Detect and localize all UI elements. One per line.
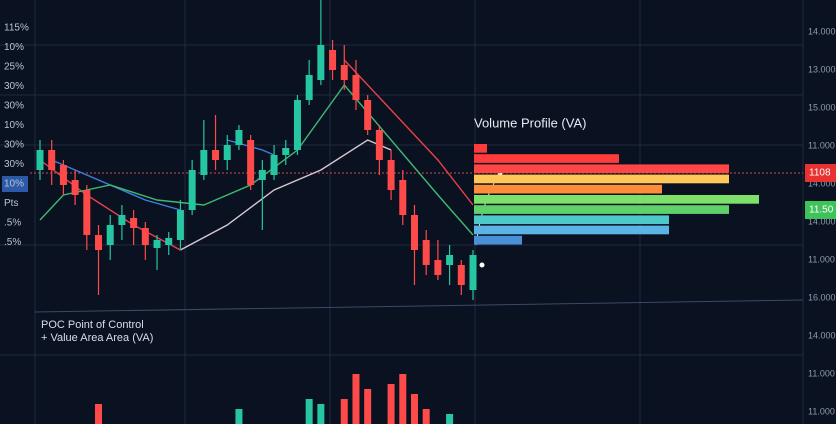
candle-body xyxy=(352,75,360,100)
moving-average xyxy=(180,139,392,251)
volume-bar xyxy=(95,404,103,424)
y-axis-label: 16.000 xyxy=(808,292,836,302)
y-axis-label: 115% xyxy=(4,23,29,34)
candle-body xyxy=(71,180,79,195)
price-tag xyxy=(805,201,836,219)
candle-body xyxy=(340,65,348,80)
candle-body xyxy=(130,218,138,228)
candle-body xyxy=(36,150,44,170)
candle-body xyxy=(48,150,56,170)
y-axis-label: 10% xyxy=(4,120,24,131)
y-axis-label: 11.000 xyxy=(808,368,835,378)
candle-body xyxy=(364,100,372,130)
volume-bar xyxy=(305,399,313,424)
y-axis-label: 13.000 xyxy=(808,64,836,74)
price-tag-label: 11.50 xyxy=(809,205,834,216)
candle-body xyxy=(457,265,465,285)
y-axis-label: 11.000 xyxy=(808,254,835,264)
profile-bar xyxy=(474,154,619,163)
y-axis-label: 14.000 xyxy=(808,178,836,188)
volume-bar xyxy=(422,409,430,424)
y-axis-label: 30% xyxy=(4,159,24,170)
candle-body xyxy=(188,170,196,210)
volume-bar xyxy=(387,384,395,424)
profile-bar xyxy=(474,144,487,153)
candle-body xyxy=(141,228,149,245)
y-axis-label: 25% xyxy=(4,62,24,73)
candle-body xyxy=(282,148,290,155)
label-box xyxy=(2,176,28,192)
y-axis-label: 14.000 xyxy=(808,216,836,226)
candle-body xyxy=(212,150,220,160)
candle-body xyxy=(422,240,430,265)
pane-divider xyxy=(34,299,804,313)
volume-bar xyxy=(235,409,243,424)
y-axis-label: 30% xyxy=(4,101,24,112)
candle-body xyxy=(329,50,337,70)
profile-bar xyxy=(474,184,662,194)
candle-body xyxy=(118,215,126,225)
candle-body xyxy=(434,260,442,275)
candle-body xyxy=(258,170,266,180)
candle-body xyxy=(59,165,67,185)
y-axis-label: 11.000 xyxy=(808,406,835,416)
price-tag xyxy=(805,164,836,182)
candle-body xyxy=(446,255,454,265)
profile-bar xyxy=(474,235,522,245)
y-axis-label: Pts xyxy=(4,198,18,209)
candle-body xyxy=(223,145,231,160)
candle-body xyxy=(106,225,114,245)
legend-item: POC Point of Control xyxy=(41,319,144,331)
profile-bar xyxy=(474,205,729,214)
candle-body xyxy=(375,130,383,160)
candle-body xyxy=(247,140,255,185)
volume-bar xyxy=(352,374,360,424)
marker-dot xyxy=(479,262,485,268)
candle-body xyxy=(387,160,395,190)
y-axis-label: 11.000 xyxy=(808,140,835,150)
volume-bar xyxy=(410,394,418,424)
profile-title: Volume Profile (VA) xyxy=(474,115,586,130)
profile-bar xyxy=(474,195,759,204)
profile-bar xyxy=(474,215,669,225)
volume-bar xyxy=(446,414,454,424)
profile-bar xyxy=(474,164,729,174)
profile-bar xyxy=(474,174,729,184)
y-axis-label: 30% xyxy=(4,81,24,92)
volume-bar xyxy=(317,404,325,424)
y-axis-label: 30% xyxy=(4,140,24,151)
candle-body xyxy=(235,130,243,145)
y-axis-label: 15.000 xyxy=(808,102,836,112)
candle-body xyxy=(270,155,278,175)
candle-body xyxy=(176,210,184,240)
y-axis-label: 10% xyxy=(4,42,24,53)
volume-bar xyxy=(399,374,407,424)
candle-body xyxy=(305,75,313,100)
candle-body xyxy=(153,240,161,248)
y-axis-label: 14.000 xyxy=(808,330,836,340)
volume-bar xyxy=(340,399,348,424)
grid xyxy=(0,0,804,424)
legend-item: + Value Area Area (VA) xyxy=(41,332,153,344)
candle-body xyxy=(317,45,325,80)
candle-body xyxy=(293,100,301,150)
y-axis-label: .5% xyxy=(4,237,21,248)
candle-body xyxy=(469,255,477,290)
y-axis-label: 14.000 xyxy=(808,26,836,36)
candle-body xyxy=(165,238,173,245)
y-axis-label: .5% xyxy=(4,218,21,229)
candle-body xyxy=(83,190,91,235)
candle-body xyxy=(95,235,103,250)
volume-bar xyxy=(364,389,372,424)
candle-body xyxy=(200,150,208,175)
candle-body xyxy=(410,215,418,250)
profile-bar xyxy=(474,225,669,235)
y-axis-label: 10% xyxy=(4,179,24,190)
candle-body xyxy=(399,180,407,215)
price-tag-label: 1108 xyxy=(809,168,831,179)
